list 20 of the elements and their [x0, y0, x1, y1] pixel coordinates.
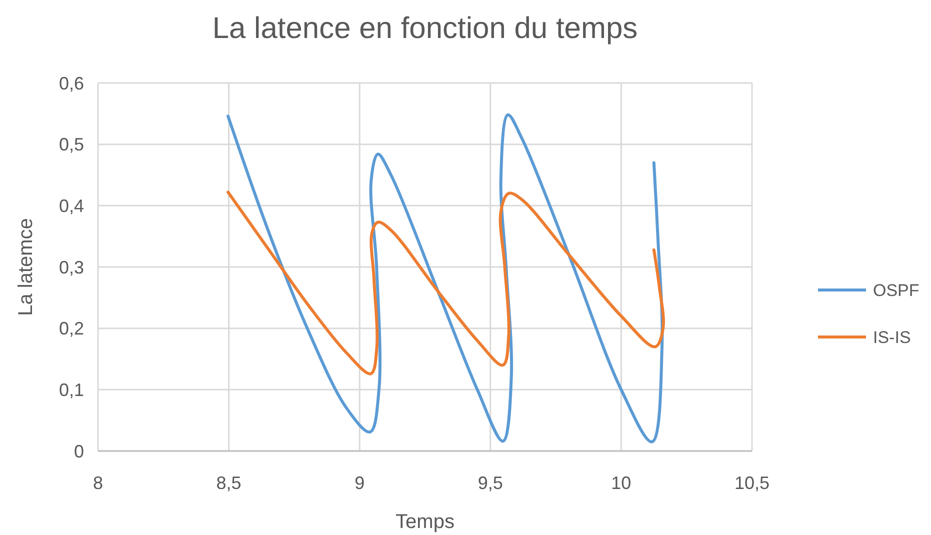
x-tick-label: 8,5	[216, 473, 242, 493]
line-series	[226, 113, 664, 444]
y-tick-label: 0,4	[58, 196, 84, 216]
x-tick-label: 9	[354, 473, 365, 493]
y-tick-label: 0	[74, 441, 84, 462]
y-tick-label: 0,2	[58, 318, 84, 339]
y-tick-label: 0,5	[58, 134, 84, 155]
x-tick-label: 10	[611, 473, 632, 493]
y-tick-label: 0,1	[58, 380, 84, 400]
y-axis-title: La latemce	[15, 218, 37, 316]
x-tick-label: 8	[92, 473, 104, 493]
chart-title: La latence en fonction du temps	[212, 12, 638, 45]
legend-label: IS-IS	[873, 328, 911, 347]
x-axis-title: Temps	[396, 511, 454, 533]
y-tick-label: 0,6	[58, 73, 84, 94]
legend-label: OSPF	[873, 280, 920, 300]
y-tick-label: 0,3	[58, 257, 84, 278]
x-tick-label: 9,5	[478, 473, 503, 493]
line-series	[226, 190, 665, 376]
x-tick-label: 10,5	[734, 473, 770, 493]
